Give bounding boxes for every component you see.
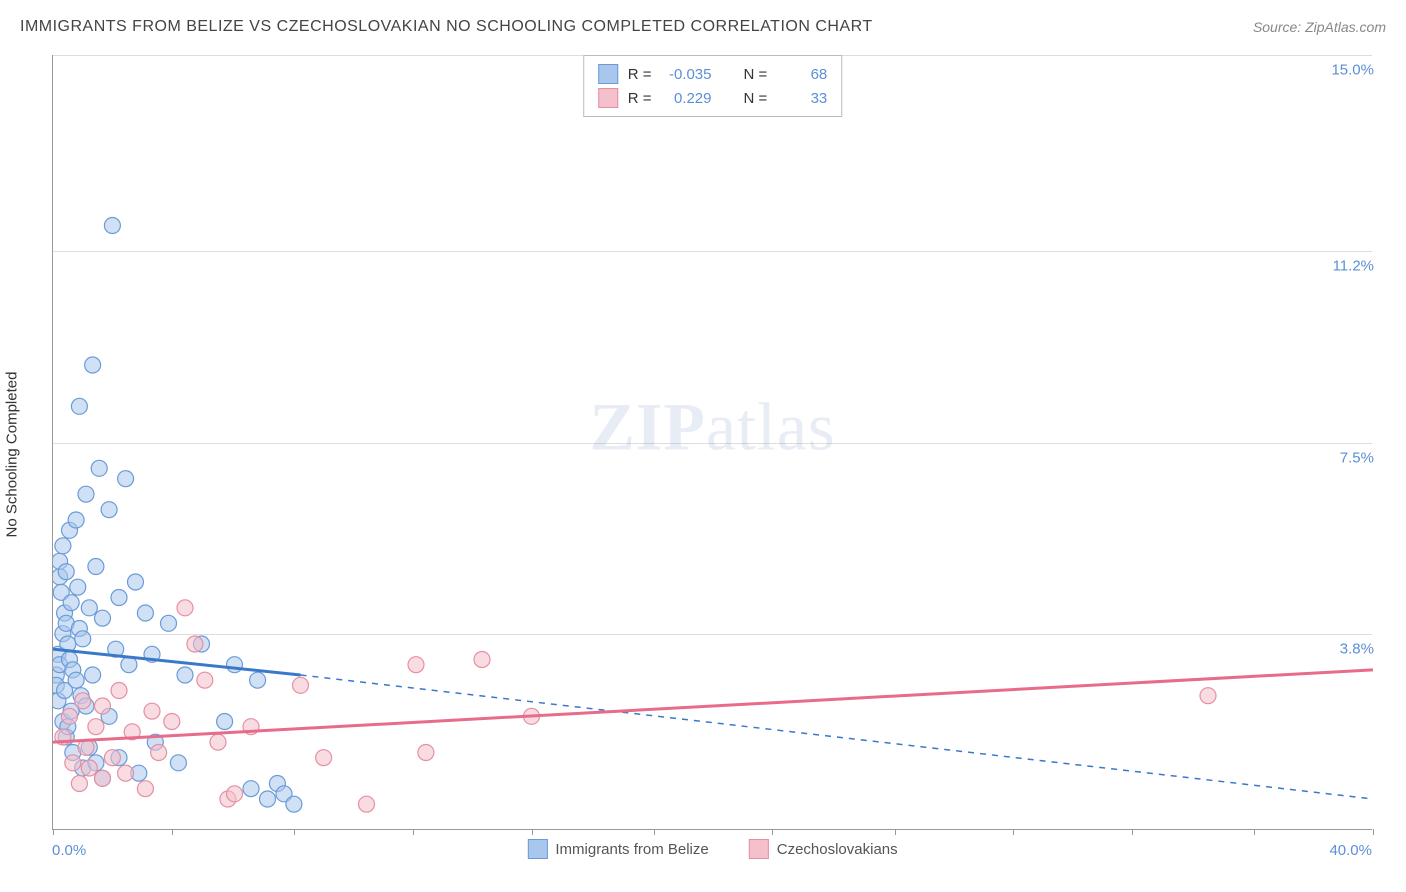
x-min-label: 0.0%	[52, 842, 86, 859]
data-point	[286, 796, 302, 812]
data-point	[88, 559, 104, 575]
data-point	[316, 750, 332, 766]
data-point	[118, 471, 134, 487]
corr-row-b: R = 0.229 N = 33	[598, 86, 828, 110]
data-point	[111, 683, 127, 699]
data-point	[101, 502, 117, 518]
data-point	[68, 512, 84, 528]
n-label-a: N =	[744, 66, 768, 83]
legend-label-b: Czechoslovakians	[777, 841, 898, 858]
swatch-b-icon	[749, 839, 769, 859]
data-point	[144, 703, 160, 719]
data-point	[128, 574, 144, 590]
corr-row-a: R = -0.035 N = 68	[598, 62, 828, 86]
swatch-b	[598, 88, 618, 108]
data-point	[227, 786, 243, 802]
data-point	[104, 750, 120, 766]
data-point	[408, 657, 424, 673]
data-point	[75, 693, 91, 709]
data-point	[68, 672, 84, 688]
data-point	[243, 781, 259, 797]
n-label-b: N =	[744, 90, 768, 107]
data-point	[111, 590, 127, 606]
data-point	[95, 610, 111, 626]
data-point	[95, 698, 111, 714]
data-point	[63, 595, 79, 611]
data-point	[1200, 688, 1216, 704]
r-value-a: -0.035	[662, 66, 712, 83]
data-point	[85, 667, 101, 683]
data-point	[85, 357, 101, 373]
data-point	[250, 672, 266, 688]
bottom-legend: Immigrants from Belize Czechoslovakians	[527, 839, 897, 859]
data-point	[177, 600, 193, 616]
data-point	[217, 714, 233, 730]
r-label-b: R =	[628, 90, 652, 107]
data-point	[91, 460, 107, 476]
data-point	[197, 672, 213, 688]
r-value-b: 0.229	[662, 90, 712, 107]
data-point	[75, 631, 91, 647]
data-point	[359, 796, 375, 812]
title-bar: IMMIGRANTS FROM BELIZE VS CZECHOSLOVAKIA…	[20, 18, 1386, 36]
data-point	[71, 398, 87, 414]
chart-title: IMMIGRANTS FROM BELIZE VS CZECHOSLOVAKIA…	[20, 18, 873, 36]
data-point	[88, 719, 104, 735]
data-point	[474, 652, 490, 668]
data-point	[170, 755, 186, 771]
n-value-b: 33	[777, 90, 827, 107]
data-point	[137, 605, 153, 621]
data-point	[210, 734, 226, 750]
data-point	[71, 776, 87, 792]
y-axis-label: No Schooling Completed	[4, 372, 21, 538]
legend-label-a: Immigrants from Belize	[555, 841, 708, 858]
data-point	[58, 564, 74, 580]
n-value-a: 68	[777, 66, 827, 83]
data-point	[161, 615, 177, 631]
data-point	[151, 745, 167, 761]
legend-item-b: Czechoslovakians	[749, 839, 898, 859]
source-label: Source: ZipAtlas.com	[1253, 19, 1386, 35]
legend-item-a: Immigrants from Belize	[527, 839, 708, 859]
data-point	[260, 791, 276, 807]
data-point	[81, 600, 97, 616]
data-point	[227, 657, 243, 673]
plot-area: 3.8%7.5%11.2%15.0% ZIPatlas R = -0.035 N…	[52, 55, 1372, 830]
data-point	[118, 765, 134, 781]
data-point	[55, 538, 71, 554]
data-point	[62, 708, 78, 724]
scatter-svg	[53, 55, 1373, 830]
data-point	[104, 218, 120, 234]
data-point	[78, 486, 94, 502]
data-point	[418, 745, 434, 761]
x-max-label: 40.0%	[1329, 842, 1372, 859]
data-point	[177, 667, 193, 683]
swatch-a-icon	[527, 839, 547, 859]
swatch-a	[598, 64, 618, 84]
data-point	[65, 755, 81, 771]
data-point	[81, 760, 97, 776]
data-point	[187, 636, 203, 652]
data-point	[164, 714, 180, 730]
data-point	[95, 770, 111, 786]
r-label-a: R =	[628, 66, 652, 83]
data-point	[137, 781, 153, 797]
correlation-legend: R = -0.035 N = 68 R = 0.229 N = 33	[583, 55, 843, 117]
x-tick	[1373, 829, 1374, 835]
data-point	[70, 579, 86, 595]
data-point	[293, 677, 309, 693]
